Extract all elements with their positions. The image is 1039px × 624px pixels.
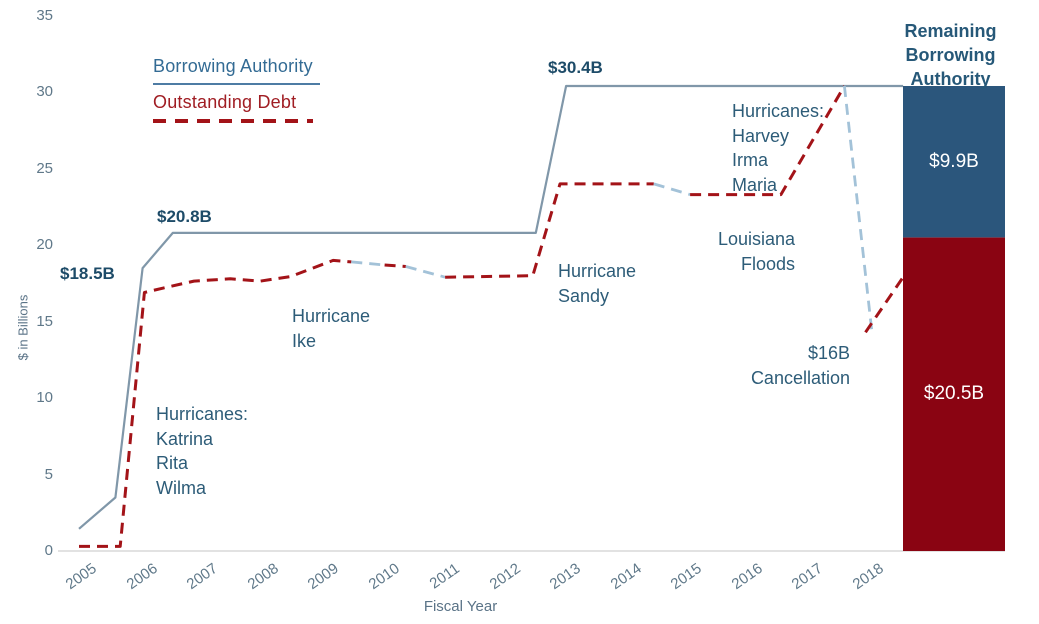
annotation: Louisiana Floods bbox=[718, 227, 795, 276]
annotation-line: Katrina bbox=[156, 428, 214, 449]
y-tick-label: 25 bbox=[36, 159, 53, 177]
bar-title: Remaining Borrowing Authority bbox=[862, 19, 1039, 91]
y-tick-label: 0 bbox=[44, 542, 53, 559]
annotation-line: Hurricanes: bbox=[156, 404, 249, 424]
series-borrowing-authority bbox=[78, 84, 904, 530]
series-outstanding-debt-2010- bbox=[384, 263, 406, 268]
series-outstanding-debt-2011-2014- bbox=[445, 182, 654, 279]
series-outstanding-debt-2018- bbox=[864, 276, 905, 334]
y-tick-label: 15 bbox=[36, 312, 53, 330]
legend-label-borrowing-authority: Borrowing Authority bbox=[153, 56, 313, 76]
bar-title-line-2: Authority bbox=[910, 69, 991, 89]
annotation: $30.4B bbox=[548, 56, 603, 79]
legend-swatch-solid-line bbox=[153, 83, 320, 85]
annotation-line: Rita bbox=[156, 453, 189, 473]
bar-segment-9.9B bbox=[903, 86, 1005, 238]
annotation: Hurricane Ike bbox=[292, 304, 370, 353]
annotation-line: Hurricanes: bbox=[732, 101, 825, 121]
annotation-line: Louisiana bbox=[717, 229, 795, 249]
annotation-line: Sandy bbox=[558, 285, 610, 306]
series-outstanding-debt-2005-2009- bbox=[79, 258, 352, 548]
annotation: $20.8B bbox=[157, 205, 212, 228]
x-axis-title: Fiscal Year bbox=[423, 598, 498, 615]
y-tick-label: 10 bbox=[36, 389, 53, 407]
annotation-line: Cancellation bbox=[750, 367, 850, 388]
series-outstanding-debt-interim-decline-2014-2015 bbox=[653, 182, 691, 196]
annotation-line: Floods bbox=[740, 253, 795, 274]
annotation-line: Irma bbox=[732, 150, 768, 170]
annotation: Hurricanes: Harvey Irma Maria bbox=[732, 99, 824, 197]
legend-label-outstanding-debt: Outstanding Debt bbox=[153, 92, 297, 112]
annotation-line: Hurricane bbox=[558, 261, 637, 281]
annotation-line: $20.8B bbox=[157, 207, 212, 226]
bar-value-label: $20.5B bbox=[923, 383, 985, 405]
annotation: $16B Cancellation bbox=[751, 341, 850, 390]
annotation-line: Harvey bbox=[732, 125, 790, 146]
series-outstanding-debt-interim-decline-2010-2011 bbox=[405, 265, 446, 279]
y-tick-label: 30 bbox=[36, 83, 53, 101]
annotation-line: $18.5B bbox=[60, 264, 115, 283]
bar-title-line-1: Remaining Borrowing bbox=[904, 21, 997, 65]
annotation-line: Ike bbox=[292, 330, 317, 351]
annotation-line: Maria bbox=[732, 174, 778, 195]
y-tick-label: 20 bbox=[36, 236, 53, 254]
annotation-line: $16B bbox=[807, 343, 850, 363]
series-debt-cancellation-drop bbox=[843, 85, 873, 330]
annotation-line: Hurricane bbox=[292, 306, 371, 326]
bar-value-label: $9.9B bbox=[929, 150, 979, 172]
series-outstanding-debt-interim-decline-2009-2010 bbox=[351, 260, 385, 267]
legend-swatch-dashed-line bbox=[153, 119, 313, 123]
y-tick-label: 5 bbox=[44, 465, 53, 483]
bar-segment-20.5B bbox=[903, 237, 1005, 551]
series-outstanding-debt-2015-2017- bbox=[690, 85, 846, 197]
annotation: Hurricane Sandy bbox=[558, 259, 636, 308]
legend: Borrowing Authority Outstanding Debt bbox=[153, 56, 320, 123]
annotation: $18.5B bbox=[60, 262, 115, 285]
annotation: Hurricanes: Katrina Rita Wilma bbox=[156, 402, 248, 500]
y-tick-label: 35 bbox=[36, 6, 53, 24]
annotation-line: Wilma bbox=[156, 477, 206, 498]
annotation-line: $30.4B bbox=[548, 58, 603, 77]
